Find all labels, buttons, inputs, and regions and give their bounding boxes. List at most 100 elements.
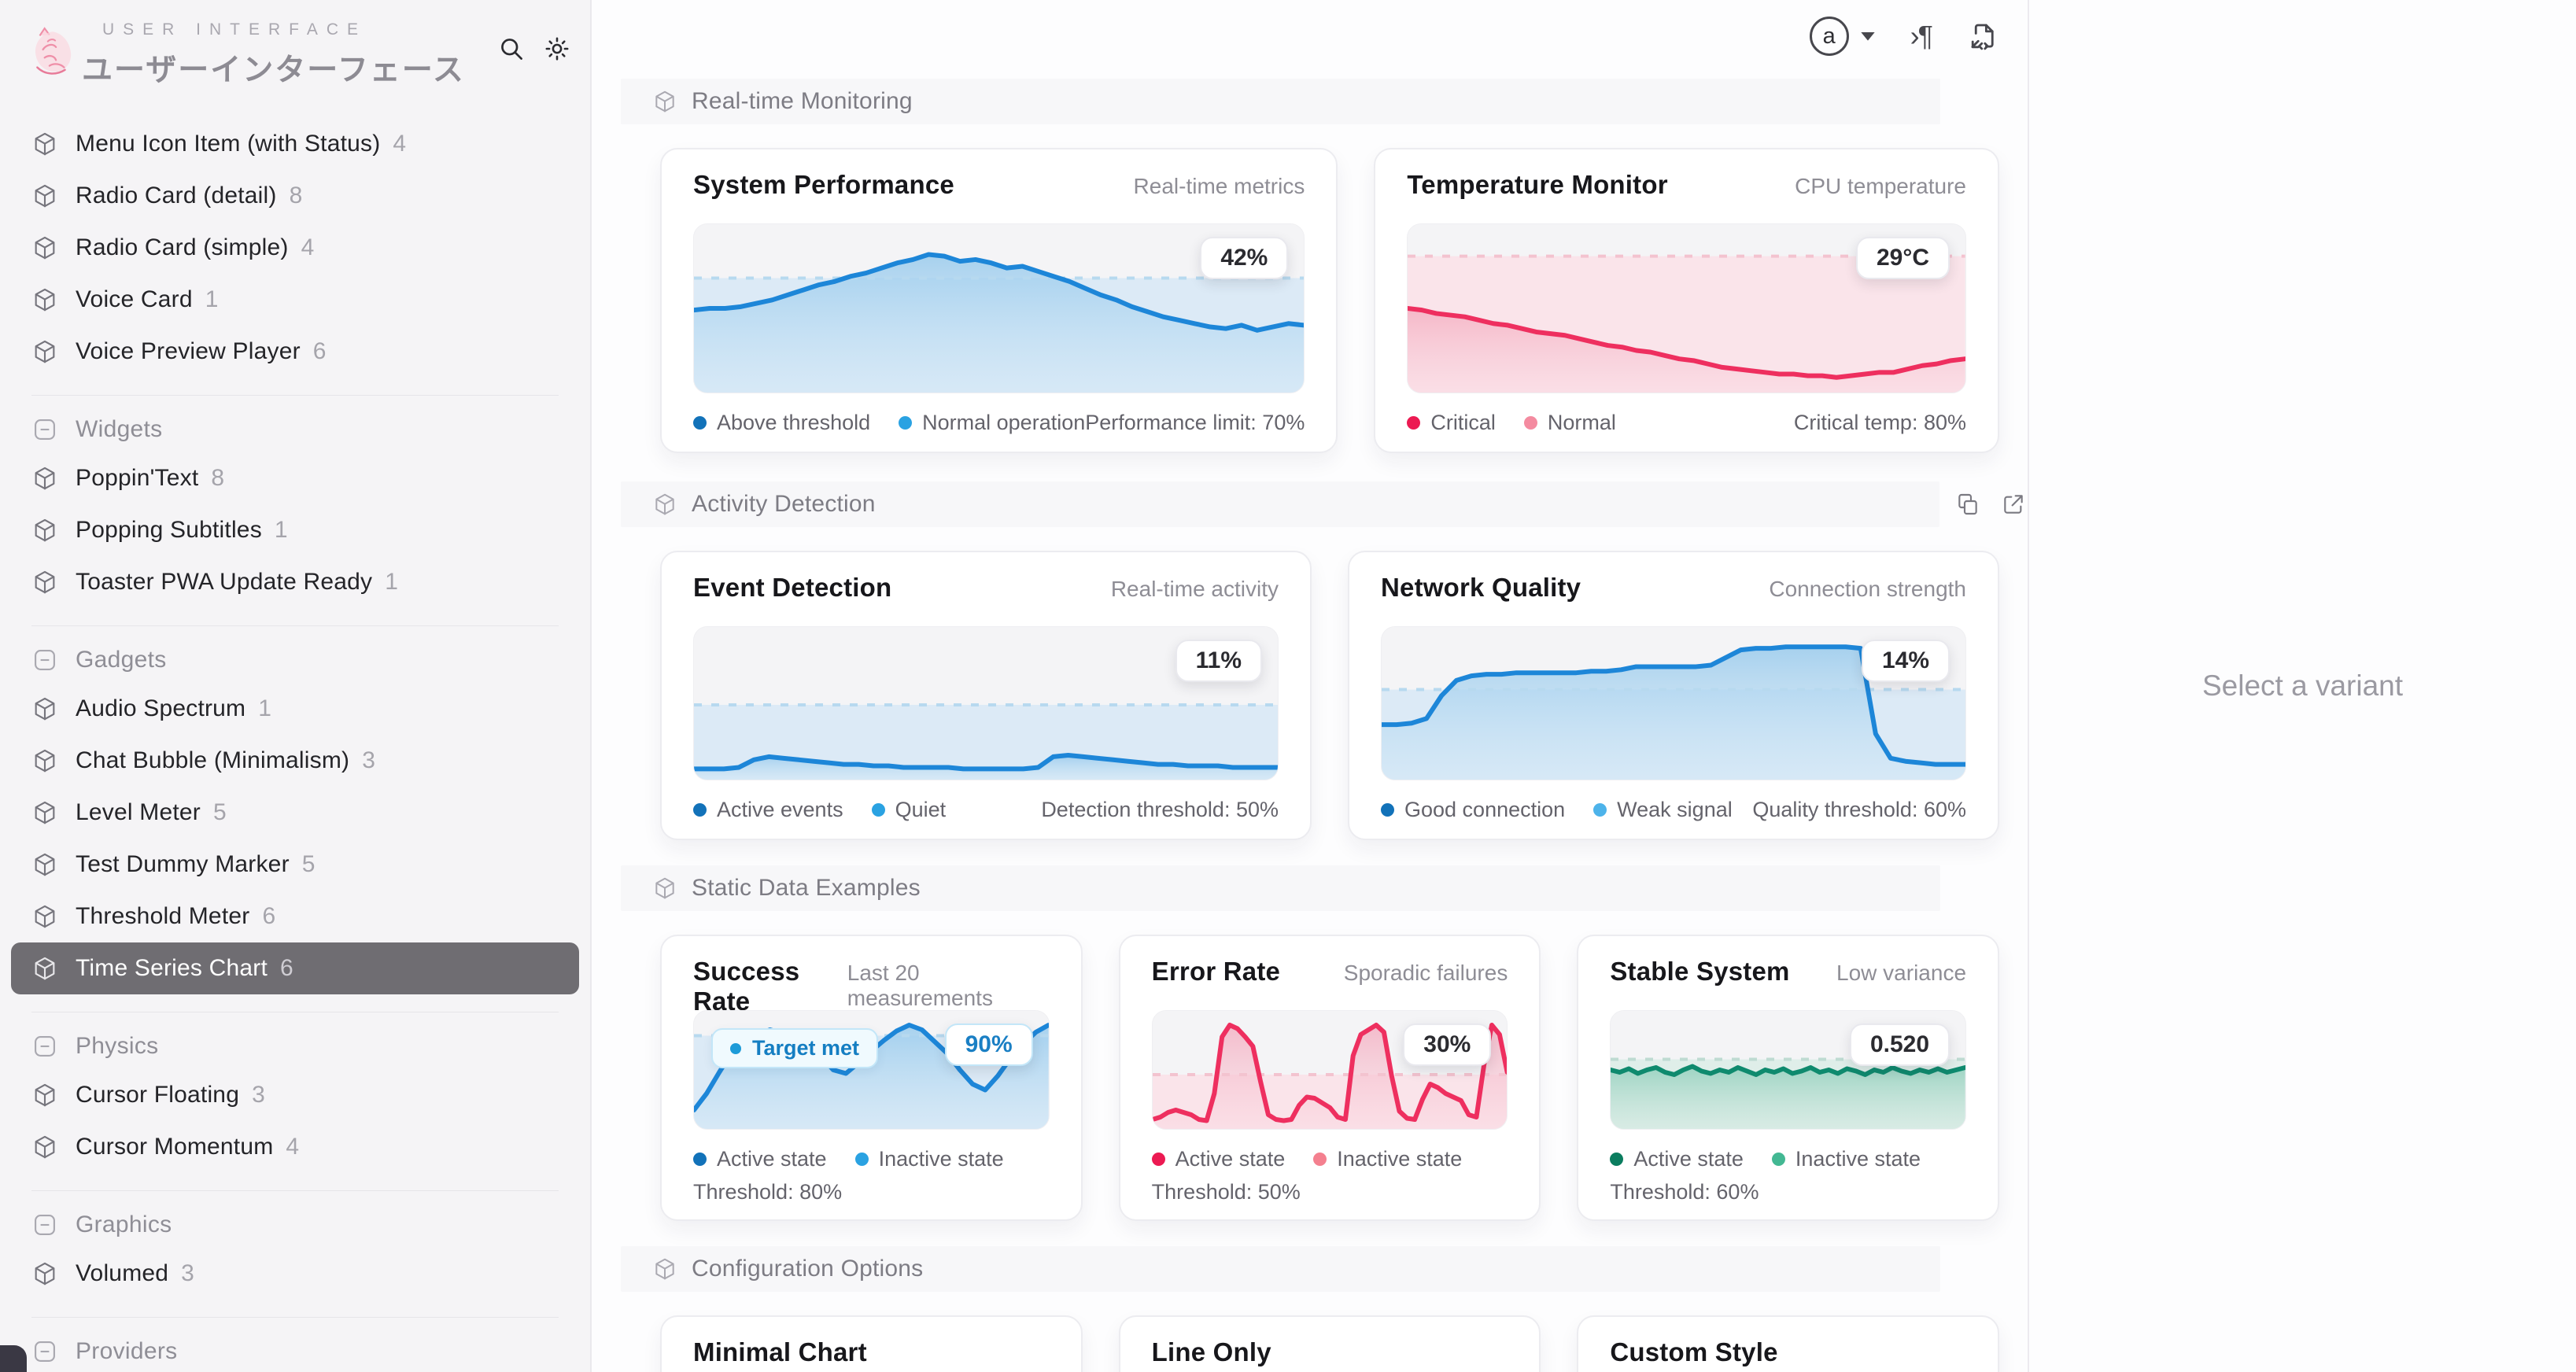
card-subtitle: Low variance bbox=[1836, 961, 1967, 985]
section-title: Activity Detection bbox=[692, 491, 876, 517]
sidebar-item-radio-card-simple[interactable]: Radio Card (simple) 4 bbox=[11, 222, 579, 274]
card-network-quality: Network Quality Connection strength 14% … bbox=[1348, 551, 1999, 840]
legend-item: Active state bbox=[1610, 1147, 1744, 1171]
legend-dot bbox=[1313, 1152, 1327, 1166]
time-series-chart: 14% bbox=[1381, 626, 1966, 780]
card-title: Line Only bbox=[1151, 1337, 1271, 1366]
card-title: Temperature Monitor bbox=[1407, 170, 1668, 199]
sidebar-group-physics[interactable]: Physics bbox=[11, 1023, 579, 1069]
card-event-detection: Event Detection Real-time activity 11% A… bbox=[660, 551, 1312, 840]
cube-icon bbox=[31, 131, 58, 157]
cube-icon bbox=[31, 747, 58, 774]
sidebar-item-test-dummy-marker[interactable]: Test Dummy Marker 5 bbox=[11, 839, 579, 891]
cube-icon bbox=[31, 338, 58, 365]
card-minimal-chart: Minimal Chart bbox=[660, 1315, 1083, 1372]
section-header-activity-detection: Activity Detection bbox=[621, 481, 1939, 527]
sidebar-item-volumed[interactable]: Volumed 3 bbox=[11, 1248, 579, 1300]
card-temperature-monitor: Temperature Monitor CPU temperature 29°C… bbox=[1374, 148, 1999, 453]
avatar-a-icon[interactable]: a bbox=[1809, 17, 1849, 56]
paragraph-toggle-icon[interactable]: ›¶ bbox=[1910, 20, 1933, 52]
legend-item: Inactive state bbox=[1313, 1147, 1462, 1171]
sidebar-item-radio-card-detail[interactable]: Radio Card (detail) 8 bbox=[11, 170, 579, 222]
sidebar-group-label: Widgets bbox=[76, 416, 163, 442]
sidebar-item-label: Voice Preview Player bbox=[76, 338, 301, 364]
sidebar-item-label: Time Series Chart bbox=[76, 955, 268, 981]
source-code-document-icon[interactable] bbox=[1966, 20, 1999, 53]
sidebar-item-label: Level Meter bbox=[76, 799, 201, 825]
value-badge: 29°C bbox=[1855, 237, 1950, 279]
legend-dot bbox=[1771, 1152, 1785, 1166]
search-icon[interactable] bbox=[497, 35, 526, 63]
cube-icon bbox=[31, 234, 58, 261]
sidebar-group-label: Physics bbox=[76, 1033, 159, 1059]
sidebar-item-label: Chat Bubble (Minimalism) bbox=[76, 747, 350, 773]
theme-sun-icon[interactable] bbox=[543, 35, 571, 63]
sidebar-item-time-series-chart[interactable]: Time Series Chart 6 bbox=[11, 942, 579, 994]
collapse-minus-icon bbox=[31, 1033, 58, 1060]
sidebar-item-label: Popping Subtitles bbox=[76, 517, 262, 543]
sidebar-group-widgets[interactable]: Widgets bbox=[11, 407, 579, 452]
legend-label: Above threshold bbox=[717, 410, 871, 434]
sidebar-item-voice-preview-player[interactable]: Voice Preview Player 6 bbox=[11, 326, 579, 378]
sidebar-item-label: Test Dummy Marker bbox=[76, 851, 290, 877]
sidebar-item-audio-spectrum[interactable]: Audio Spectrum 1 bbox=[11, 683, 579, 735]
brand-subtitle: USER INTERFACE bbox=[102, 20, 367, 39]
sidebar-item-count: 3 bbox=[252, 1082, 265, 1108]
sidebar-item-chat-bubble-minimalism[interactable]: Chat Bubble (Minimalism) 3 bbox=[11, 735, 579, 787]
legend-item: Above threshold bbox=[693, 411, 870, 435]
variant-selector[interactable]: a bbox=[1809, 17, 1876, 56]
legend-dot bbox=[854, 1152, 869, 1166]
sidebar-item-count: 5 bbox=[301, 851, 316, 877]
collapse-minus-icon bbox=[31, 1212, 58, 1238]
sidebar-item-label: Volumed bbox=[76, 1260, 169, 1286]
legend-label: Active events bbox=[717, 797, 843, 821]
card-title: Stable System bbox=[1610, 957, 1790, 986]
sidebar-item-count: 6 bbox=[312, 338, 327, 364]
cube-icon bbox=[31, 695, 58, 722]
card-title: Minimal Chart bbox=[693, 1337, 867, 1366]
cube-icon bbox=[31, 517, 58, 544]
sidebar-item-count: 6 bbox=[262, 903, 276, 929]
legend-label: Critical bbox=[1430, 410, 1496, 434]
sidebar-item-label: Cursor Momentum bbox=[76, 1134, 274, 1160]
value-badge: 42% bbox=[1200, 237, 1289, 279]
legend-item: Quiet bbox=[871, 798, 946, 822]
legend-item: Active state bbox=[1151, 1147, 1285, 1171]
threshold-label: Critical temp: 80% bbox=[1793, 410, 1966, 434]
sidebar-item-level-meter[interactable]: Level Meter 5 bbox=[11, 787, 579, 839]
legend-item: Normal operation bbox=[899, 411, 1085, 435]
threshold-label: Threshold: 80% bbox=[693, 1180, 843, 1204]
legend-label: Inactive state bbox=[1337, 1146, 1463, 1171]
card-subtitle: Last 20 measurements bbox=[847, 961, 993, 1010]
sidebar-item-cursor-floating[interactable]: Cursor Floating 3 bbox=[11, 1069, 579, 1121]
open-external-icon[interactable] bbox=[2001, 492, 2026, 517]
legend-label: Good connection bbox=[1404, 797, 1566, 821]
card-error-rate: Error Rate Sporadic failures 30% Active … bbox=[1118, 935, 1541, 1221]
card-subtitle: Connection strength bbox=[1769, 577, 1966, 601]
sidebar-item-popping-subtitles[interactable]: Popping Subtitles 1 bbox=[11, 504, 579, 556]
sidebar-item-cursor-momentum[interactable]: Cursor Momentum 4 bbox=[11, 1121, 579, 1173]
sidebar-item-menu-icon-item-with-status[interactable]: Menu Icon Item (with Status) 4 bbox=[11, 118, 579, 170]
sidebar-item-poppin-text[interactable]: Poppin'Text 8 bbox=[11, 452, 579, 504]
sidebar-group-label: Graphics bbox=[76, 1212, 172, 1237]
time-series-chart: 11% bbox=[693, 626, 1279, 780]
legend-item: Weak signal bbox=[1593, 798, 1733, 822]
legend-dot bbox=[1610, 1152, 1624, 1166]
sidebar-item-count: 1 bbox=[274, 517, 288, 543]
value-badge: 0.520 bbox=[1849, 1023, 1950, 1066]
sidebar-group-graphics[interactable]: Graphics bbox=[11, 1202, 579, 1248]
threshold-label: Performance limit: 70% bbox=[1085, 410, 1305, 434]
legend-item: Normal bbox=[1523, 411, 1616, 435]
card-line-only: Line Only bbox=[1118, 1315, 1541, 1372]
sidebar-group-providers[interactable]: Providers bbox=[11, 1329, 579, 1372]
sidebar-item-voice-card[interactable]: Voice Card 1 bbox=[11, 274, 579, 326]
value-badge: 14% bbox=[1861, 640, 1950, 682]
sidebar-item-count: 5 bbox=[212, 799, 227, 825]
sidebar-item-toaster-pwa-update-ready[interactable]: Toaster PWA Update Ready 1 bbox=[11, 556, 579, 608]
sidebar-item-threshold-meter[interactable]: Threshold Meter 6 bbox=[11, 891, 579, 942]
sidebar-group-gadgets[interactable]: Gadgets bbox=[11, 637, 579, 683]
threshold-label: Detection threshold: 50% bbox=[1041, 797, 1279, 821]
legend-dot bbox=[1407, 415, 1421, 430]
card-subtitle: Real-time activity bbox=[1110, 577, 1279, 601]
copy-icon[interactable] bbox=[1955, 492, 1980, 517]
